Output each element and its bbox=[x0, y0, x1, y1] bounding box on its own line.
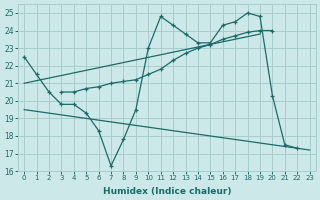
X-axis label: Humidex (Indice chaleur): Humidex (Indice chaleur) bbox=[103, 187, 231, 196]
